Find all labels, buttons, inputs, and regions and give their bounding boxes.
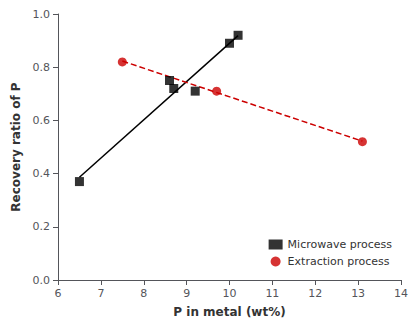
svg-text:7: 7 bbox=[97, 287, 104, 300]
svg-text:13: 13 bbox=[351, 287, 365, 300]
svg-text:6: 6 bbox=[55, 287, 62, 300]
svg-text:8: 8 bbox=[140, 287, 147, 300]
svg-text:1.0: 1.0 bbox=[33, 8, 51, 21]
svg-text:0.4: 0.4 bbox=[33, 167, 51, 180]
svg-text:0.2: 0.2 bbox=[33, 220, 51, 233]
svg-text:0.0: 0.0 bbox=[33, 274, 51, 287]
svg-text:12: 12 bbox=[308, 287, 322, 300]
svg-text:0.8: 0.8 bbox=[33, 61, 51, 74]
svg-text:Extraction process: Extraction process bbox=[288, 255, 390, 268]
svg-text:9: 9 bbox=[183, 287, 190, 300]
svg-text:14: 14 bbox=[394, 287, 408, 300]
svg-text:Microwave process: Microwave process bbox=[288, 238, 393, 251]
svg-text:11: 11 bbox=[265, 287, 279, 300]
svg-text:Recovery ratio of P: Recovery ratio of P bbox=[9, 82, 23, 212]
svg-text:P in metal (wt%): P in metal (wt%) bbox=[173, 305, 285, 319]
svg-text:0.6: 0.6 bbox=[33, 114, 51, 127]
svg-text:10: 10 bbox=[223, 287, 237, 300]
